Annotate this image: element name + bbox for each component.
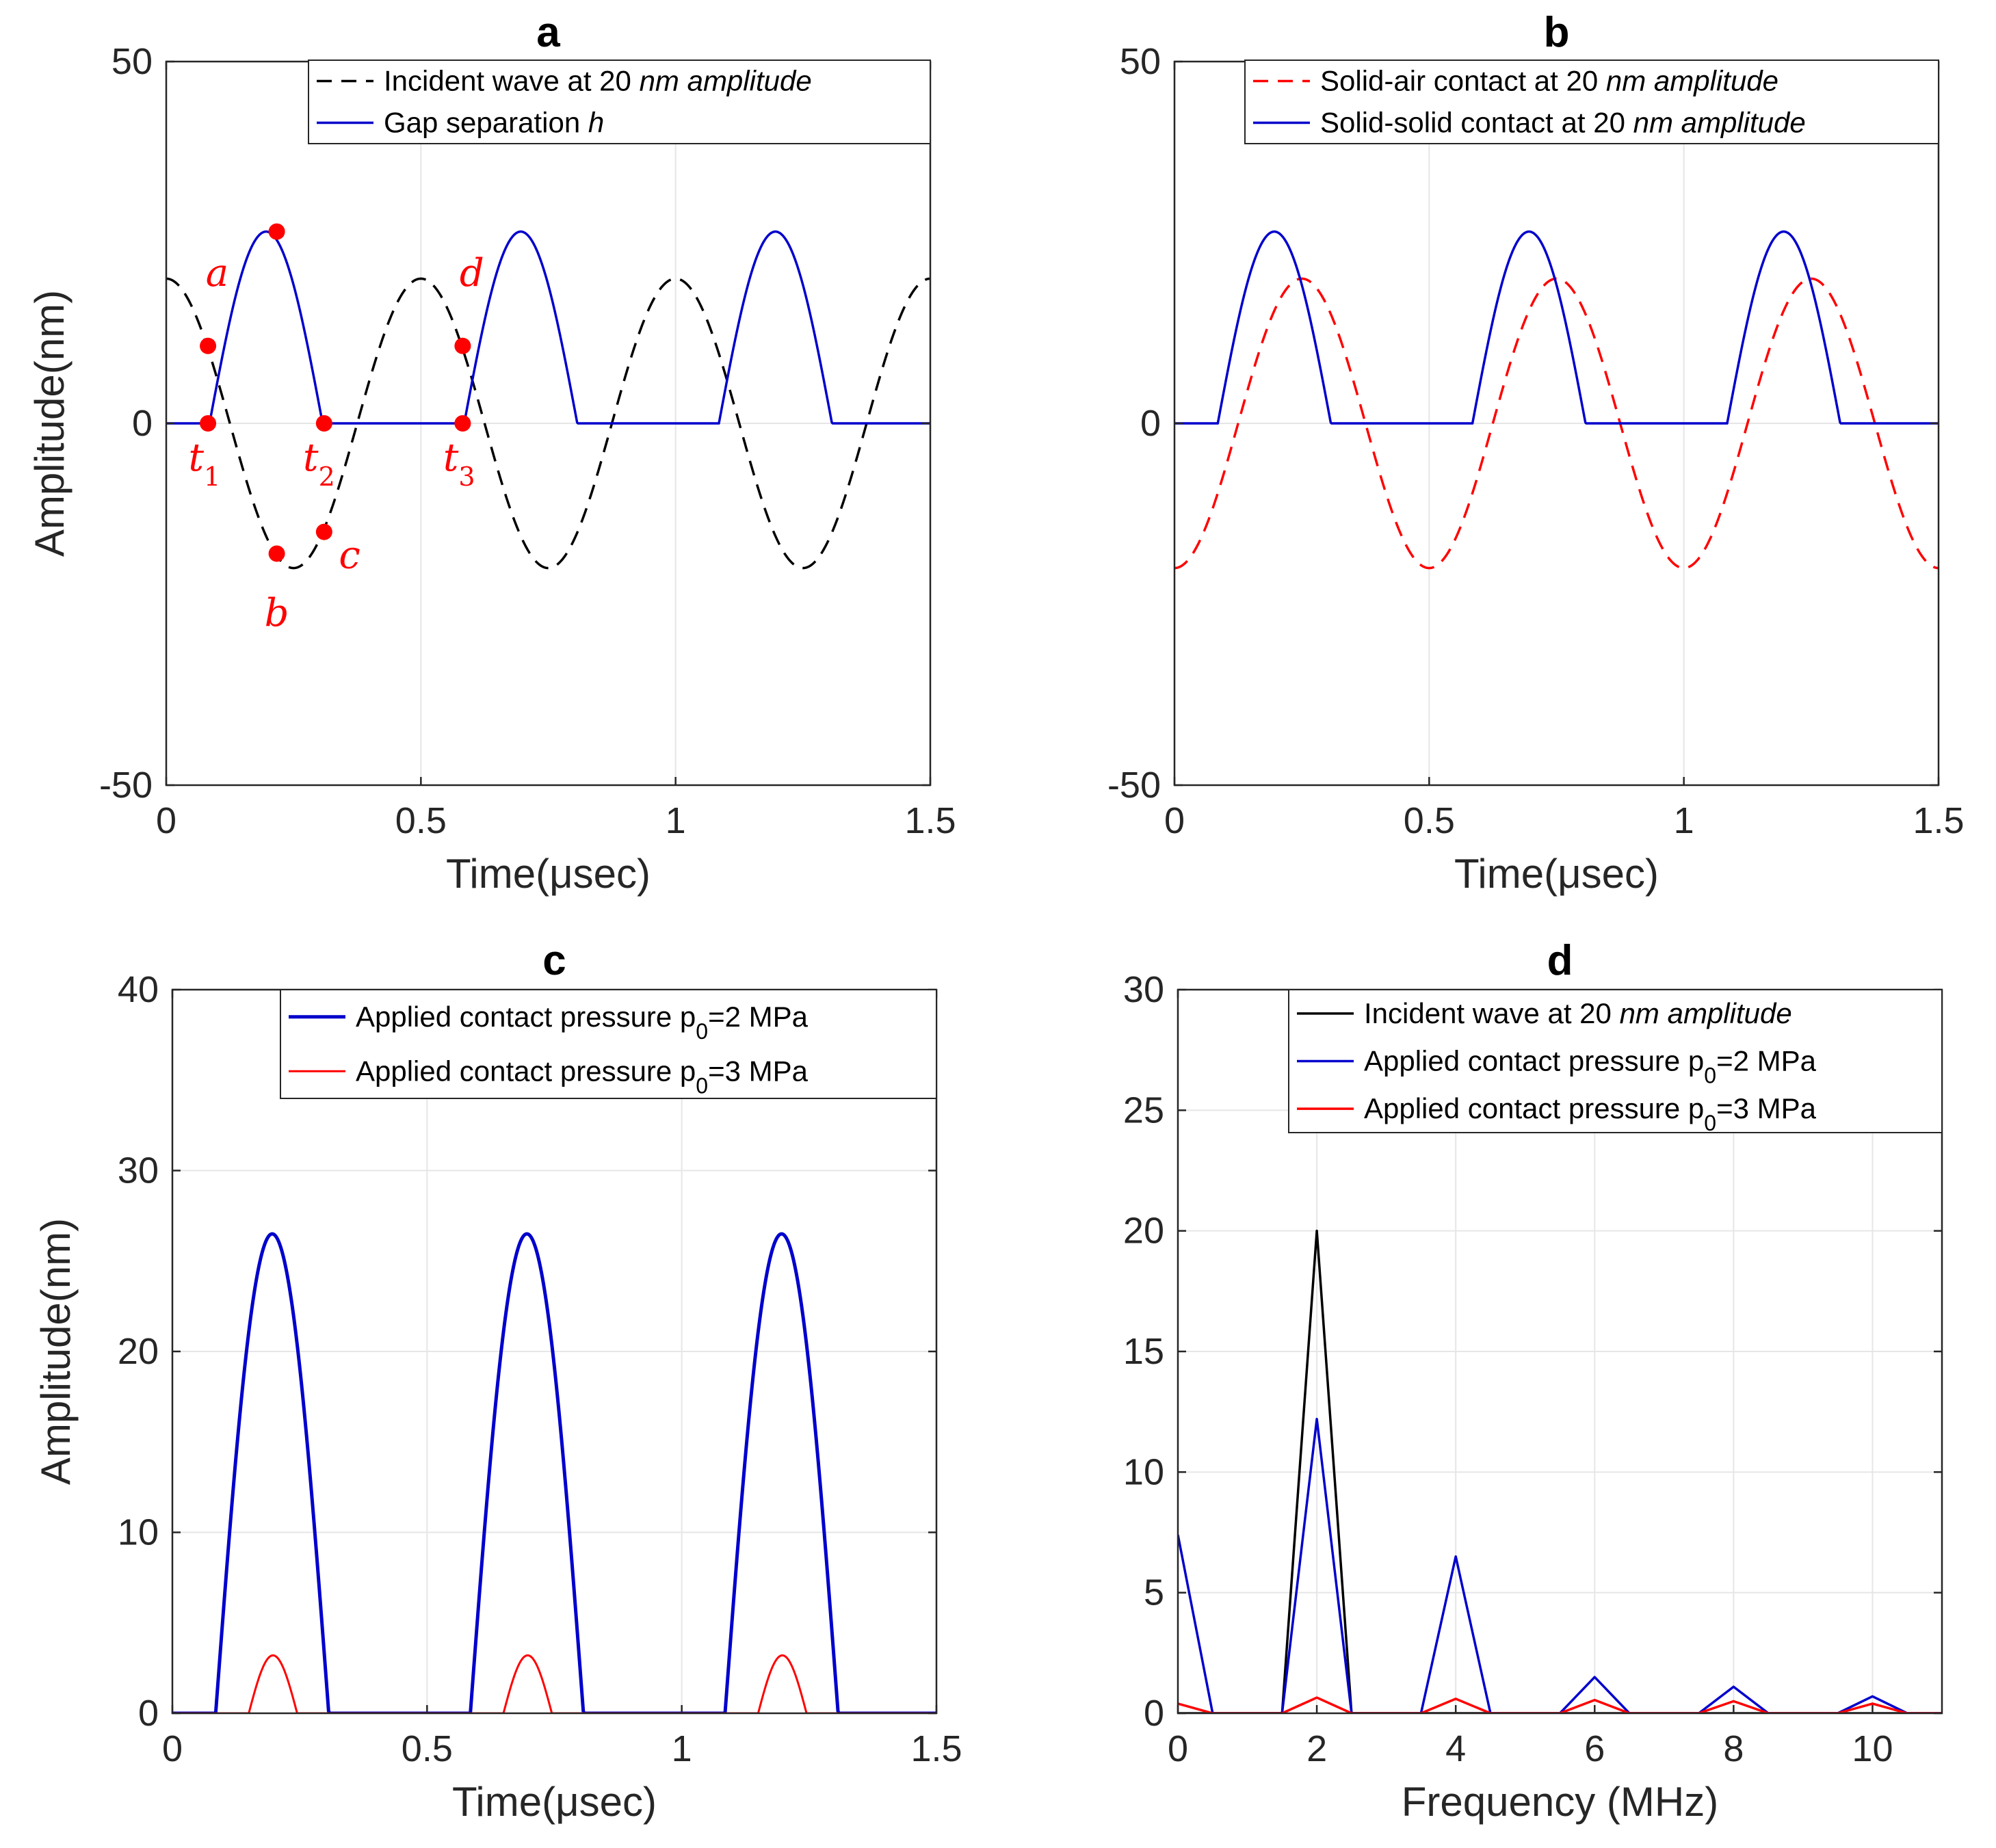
annotation-label: t3 bbox=[443, 436, 475, 492]
annotation-dot bbox=[268, 545, 285, 562]
legend: Incident wave at 20 nm amplitude Gap sepa… bbox=[308, 60, 931, 144]
x-tick-label: 8 bbox=[1723, 1728, 1744, 1769]
x-tick-label: 0.5 bbox=[402, 1728, 453, 1769]
x-tick-label: 0 bbox=[1164, 800, 1185, 841]
y-tick-label: 10 bbox=[1123, 1451, 1164, 1492]
y-tick-label: 25 bbox=[1123, 1090, 1164, 1131]
annotation-dot bbox=[315, 523, 332, 540]
legend: Applied contact pressure p0=2 MPa Applied… bbox=[280, 989, 937, 1099]
panel-c: 0 0.5 1 1.5 0 10 20 30 40 c Time(μsec) Amplitude(nm… bbox=[33, 937, 962, 1825]
y-tick-label: 0 bbox=[1144, 1693, 1164, 1734]
panel-title: c bbox=[542, 937, 566, 984]
series-line-c-1 bbox=[172, 1232, 936, 1713]
x-tick-label: 10 bbox=[1852, 1728, 1893, 1769]
y-tick-label: 30 bbox=[1123, 969, 1164, 1010]
legend-label: Solid-solid contact at 20 nm amplitude bbox=[1320, 107, 1806, 139]
series-line-b-1 bbox=[1174, 277, 1939, 570]
legend-label: Applied contact pressure p0=3 MPa bbox=[356, 1055, 809, 1098]
legend-box bbox=[280, 989, 937, 1099]
y-tick-label: 5 bbox=[1144, 1572, 1164, 1613]
legend-label: Applied contact pressure p0=2 MPa bbox=[356, 1001, 809, 1044]
y-tick-label: 15 bbox=[1123, 1331, 1164, 1372]
x-tick-label: 0.5 bbox=[395, 800, 447, 841]
legend-label: Incident wave at 20 nm amplitude bbox=[1364, 997, 1792, 1029]
x-tick-label: 0 bbox=[162, 1728, 183, 1769]
series-line-a-1 bbox=[166, 277, 930, 570]
x-axis-label: Time(μsec) bbox=[1454, 851, 1659, 897]
panel-title: a bbox=[536, 9, 560, 56]
annotation-dot bbox=[268, 223, 285, 240]
x-tick-label: 6 bbox=[1584, 1728, 1605, 1769]
legend-box bbox=[308, 60, 931, 144]
series-line-d-3 bbox=[1178, 1696, 1942, 1713]
legend-label: Applied contact pressure p0=2 MPa bbox=[1364, 1045, 1817, 1088]
y-tick-label: -50 bbox=[1107, 765, 1161, 806]
annotation-label: a bbox=[206, 251, 228, 295]
annotation-dot bbox=[200, 337, 217, 354]
x-axis-label: Frequency (MHz) bbox=[1402, 1779, 1718, 1825]
y-tick-label: 40 bbox=[118, 969, 159, 1010]
y-tick-label: -50 bbox=[99, 765, 153, 806]
x-tick-label: 0.5 bbox=[1404, 800, 1455, 841]
legend-label: Solid-air contact at 20 nm amplitude bbox=[1320, 65, 1778, 97]
y-tick-label: 20 bbox=[118, 1331, 159, 1372]
annotation-label: t1 bbox=[188, 436, 220, 492]
x-tick-label: 4 bbox=[1445, 1728, 1466, 1769]
y-axis-label: Amplitude(nm) bbox=[33, 1218, 79, 1485]
x-tick-label: 1 bbox=[1674, 800, 1694, 841]
x-axis-label: Time(μsec) bbox=[446, 851, 651, 897]
legend: Solid-air contact at 20 nm amplitude Soli… bbox=[1244, 60, 1939, 144]
y-tick-label: 0 bbox=[1140, 403, 1161, 444]
y-tick-label: 20 bbox=[1123, 1211, 1164, 1252]
panel-title: d bbox=[1547, 937, 1573, 984]
legend-label: Applied contact pressure p0=3 MPa bbox=[1364, 1092, 1817, 1135]
annotation-dot bbox=[454, 337, 471, 354]
y-tick-label: 50 bbox=[1120, 41, 1161, 82]
annotation-label: c bbox=[339, 533, 360, 578]
y-tick-label: 30 bbox=[118, 1150, 159, 1191]
annotation-dot bbox=[200, 415, 217, 432]
x-axis-label: Time(μsec) bbox=[452, 1779, 657, 1825]
x-tick-label: 1.5 bbox=[1913, 800, 1964, 841]
y-tick-label: 0 bbox=[138, 1693, 159, 1734]
legend-label: Gap separation h bbox=[384, 107, 604, 139]
x-tick-label: 1.5 bbox=[904, 800, 956, 841]
annotation-dot bbox=[315, 415, 332, 432]
annotation-label: b bbox=[265, 591, 289, 635]
x-tick-label: 2 bbox=[1306, 1728, 1327, 1769]
annotation-label: d bbox=[460, 251, 484, 295]
x-tick-label: 0 bbox=[156, 800, 176, 841]
series-line-a-2 bbox=[166, 230, 930, 425]
y-axis-label: Amplitude(nm) bbox=[27, 290, 73, 557]
annotation-dot bbox=[454, 415, 471, 432]
y-tick-label: 10 bbox=[118, 1512, 159, 1553]
panel-d: 0 2 4 6 8 10 0 5 10 15 20 25 30 d Frequency (MHz) Incid… bbox=[1123, 937, 1943, 1825]
x-tick-label: 0 bbox=[1168, 1728, 1188, 1769]
y-tick-label: 0 bbox=[132, 403, 153, 444]
legend: Incident wave at 20 nm amplitude Applied … bbox=[1288, 989, 1943, 1135]
legend-label: Incident wave at 20 nm amplitude bbox=[384, 65, 812, 97]
panel-a: 0 0.5 1 1.5-50050aTime(μsec)Amplitude(nm)at… bbox=[27, 9, 956, 897]
series-line-b-2 bbox=[1174, 230, 1939, 425]
x-tick-label: 1 bbox=[672, 1728, 692, 1769]
y-tick-label: 50 bbox=[111, 41, 153, 82]
legend-box bbox=[1244, 60, 1939, 144]
panel-title: b bbox=[1544, 9, 1570, 56]
x-tick-label: 1 bbox=[666, 800, 686, 841]
legend-box bbox=[1288, 989, 1943, 1133]
annotation-label: t2 bbox=[303, 436, 335, 492]
x-tick-label: 1.5 bbox=[910, 1728, 962, 1769]
series-line-d-1 bbox=[1178, 1229, 1942, 1713]
